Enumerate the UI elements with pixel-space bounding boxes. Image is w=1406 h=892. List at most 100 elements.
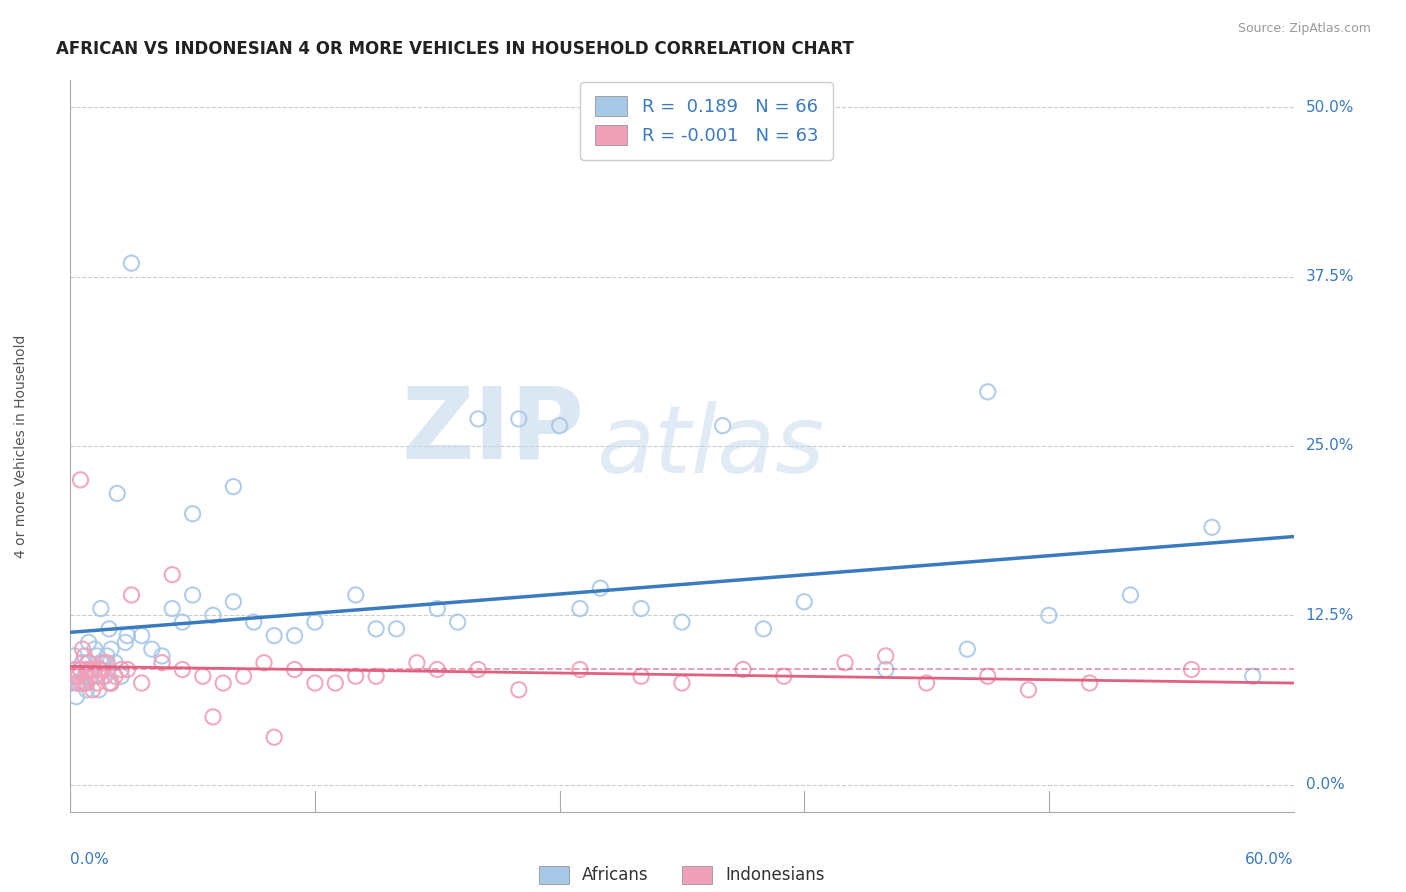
Point	[72, 642, 94, 657]
Point	[366, 669, 388, 683]
Point	[243, 615, 266, 629]
Point	[96, 648, 118, 663]
Point	[69, 676, 91, 690]
Point	[69, 473, 91, 487]
Point	[72, 656, 94, 670]
Point	[467, 412, 489, 426]
Point	[79, 663, 103, 677]
Point	[110, 669, 132, 683]
Point	[1119, 588, 1142, 602]
Text: 4 or more Vehicles in Household: 4 or more Vehicles in Household	[14, 334, 28, 558]
Point	[323, 676, 347, 690]
Point	[83, 642, 105, 657]
Point	[284, 663, 307, 677]
Point	[63, 663, 86, 677]
Point	[76, 676, 98, 690]
Point	[87, 663, 110, 677]
Point	[79, 663, 103, 677]
Point	[86, 648, 108, 663]
Point	[976, 669, 998, 683]
Point	[83, 669, 105, 683]
Point	[141, 642, 163, 657]
Point	[76, 663, 98, 677]
Point	[1241, 669, 1264, 683]
Point	[98, 622, 121, 636]
Point	[131, 629, 153, 643]
Point	[65, 676, 87, 690]
Point	[426, 601, 449, 615]
Point	[344, 588, 367, 602]
Point	[834, 656, 856, 670]
Point	[1078, 676, 1101, 690]
Point	[87, 682, 110, 697]
Text: 0.0%: 0.0%	[70, 852, 110, 867]
Point	[90, 663, 112, 677]
Point	[875, 663, 897, 677]
Point	[406, 656, 429, 670]
Text: AFRICAN VS INDONESIAN 4 OR MORE VEHICLES IN HOUSEHOLD CORRELATION CHART: AFRICAN VS INDONESIAN 4 OR MORE VEHICLES…	[56, 40, 853, 58]
Point	[114, 635, 136, 649]
Point	[1038, 608, 1060, 623]
Point	[222, 480, 245, 494]
Point	[117, 629, 139, 643]
Point	[131, 676, 153, 690]
Point	[79, 669, 103, 683]
Point	[82, 663, 104, 677]
Point	[77, 635, 100, 649]
Point	[568, 663, 592, 677]
Point	[304, 615, 326, 629]
Point	[104, 669, 127, 683]
Point	[263, 629, 285, 643]
Point	[773, 669, 796, 683]
Point	[172, 663, 194, 677]
Point	[73, 676, 96, 690]
Point	[181, 588, 204, 602]
Point	[172, 615, 194, 629]
Point	[98, 676, 121, 690]
Point	[711, 418, 734, 433]
Point	[90, 601, 112, 615]
Text: 12.5%: 12.5%	[1306, 607, 1354, 623]
Point	[589, 581, 612, 595]
Point	[91, 669, 114, 683]
Point	[671, 676, 693, 690]
Point	[630, 601, 652, 615]
Point	[568, 601, 592, 615]
Point	[69, 663, 91, 677]
Point	[100, 676, 122, 690]
Point	[67, 676, 90, 690]
Point	[162, 567, 183, 582]
Point	[79, 663, 103, 677]
Point	[63, 648, 86, 663]
Point	[253, 656, 276, 670]
Text: 50.0%: 50.0%	[1306, 100, 1354, 115]
Text: Source: ZipAtlas.com: Source: ZipAtlas.com	[1237, 22, 1371, 36]
Point	[447, 615, 470, 629]
Point	[82, 682, 104, 697]
Point	[385, 622, 408, 636]
Point	[1018, 682, 1040, 697]
Text: 25.0%: 25.0%	[1306, 439, 1354, 453]
Point	[100, 676, 122, 690]
Point	[976, 384, 998, 399]
Point	[284, 629, 307, 643]
Point	[202, 608, 225, 623]
Point	[94, 669, 117, 683]
Point	[191, 669, 214, 683]
Point	[915, 676, 938, 690]
Point	[232, 669, 254, 683]
Point	[83, 663, 105, 677]
Point	[508, 412, 530, 426]
Point	[121, 256, 143, 270]
Point	[72, 676, 94, 690]
Point	[90, 656, 112, 670]
Point	[94, 656, 117, 670]
Point	[344, 669, 367, 683]
Point	[1181, 663, 1204, 677]
Point	[69, 663, 91, 677]
Point	[76, 682, 98, 697]
Point	[548, 418, 571, 433]
Point	[67, 669, 90, 683]
Point	[793, 595, 815, 609]
Text: 60.0%: 60.0%	[1246, 852, 1294, 867]
